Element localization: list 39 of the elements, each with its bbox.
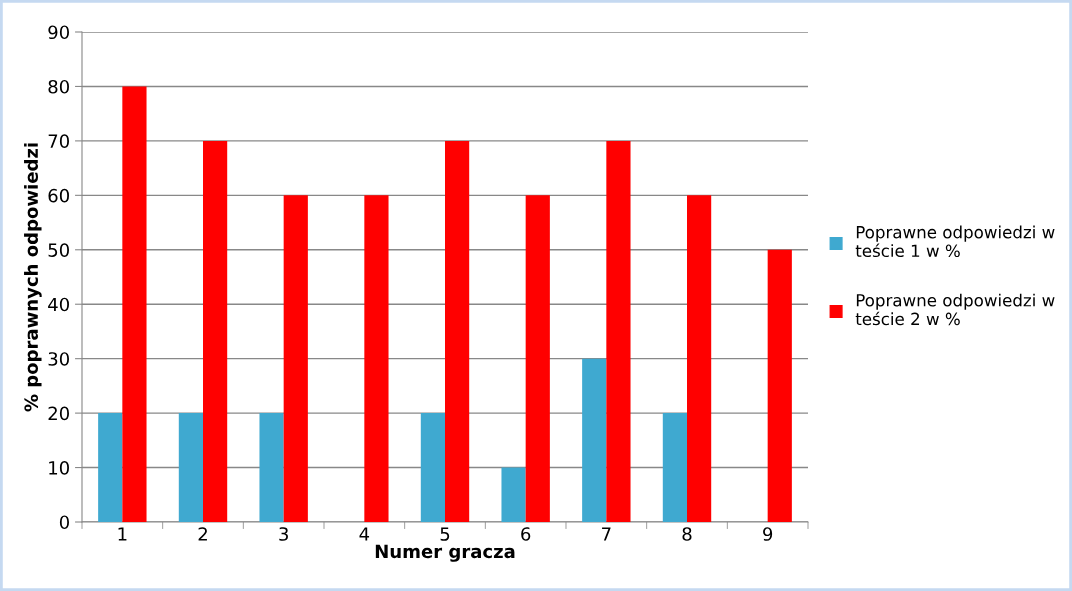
bar bbox=[767, 249, 792, 522]
y-tick-label: 80 bbox=[48, 79, 69, 94]
bar bbox=[606, 140, 631, 522]
legend-label: Poprawne odpowiedzi w teście 2 w % bbox=[855, 293, 1055, 326]
bar bbox=[259, 413, 284, 522]
x-tick-label: 2 bbox=[198, 527, 207, 541]
bar bbox=[445, 140, 470, 522]
bar bbox=[283, 195, 308, 522]
bar bbox=[364, 195, 389, 522]
bar bbox=[203, 140, 228, 522]
y-tick-label: 20 bbox=[48, 406, 69, 421]
x-tick-label: 6 bbox=[521, 527, 531, 541]
bar bbox=[525, 195, 550, 522]
bar bbox=[662, 413, 687, 522]
x-tick-label: 7 bbox=[602, 527, 611, 541]
y-tick-label: 90 bbox=[48, 25, 69, 40]
bar bbox=[501, 467, 526, 522]
bar bbox=[420, 413, 445, 522]
y-tick-label: 30 bbox=[48, 352, 69, 366]
bar bbox=[98, 413, 123, 522]
x-tick-label: 3 bbox=[279, 527, 288, 541]
x-tick-label: 9 bbox=[763, 527, 773, 541]
y-tick-label: 50 bbox=[48, 243, 69, 257]
y-tick-label: 40 bbox=[48, 297, 69, 312]
y-tick-label: 0 bbox=[59, 515, 69, 530]
x-tick-label: 1 bbox=[118, 527, 127, 541]
bar bbox=[178, 413, 203, 522]
x-tick-label: 5 bbox=[440, 527, 450, 541]
bar bbox=[582, 358, 607, 522]
bar bbox=[122, 86, 147, 522]
bar bbox=[687, 195, 712, 522]
y-tick-label: 10 bbox=[49, 461, 69, 475]
x-tick-label: 8 bbox=[682, 527, 692, 541]
x-axis-title: Numer gracza bbox=[375, 544, 515, 562]
y-tick-label: 60 bbox=[48, 188, 69, 203]
y-tick-label: 70 bbox=[48, 134, 69, 149]
legend-label: Poprawne odpowiedzi w teście 1 w % bbox=[855, 225, 1055, 258]
x-tick-label: 4 bbox=[359, 527, 370, 541]
y-axis-title: % poprawnych odpowiedzi bbox=[24, 143, 42, 412]
